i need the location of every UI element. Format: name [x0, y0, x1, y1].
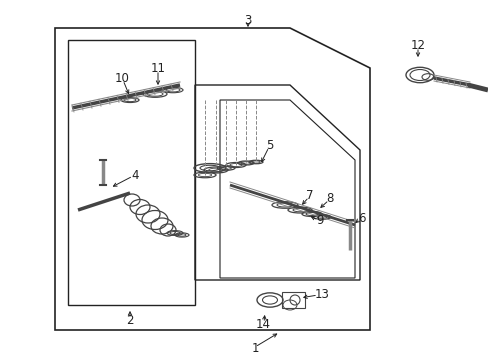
- Text: 8: 8: [325, 192, 333, 204]
- Text: 11: 11: [150, 62, 165, 75]
- Text: 12: 12: [409, 39, 425, 51]
- Text: 10: 10: [114, 72, 129, 85]
- Text: 7: 7: [305, 189, 313, 202]
- Text: 5: 5: [266, 139, 273, 152]
- Text: 4: 4: [131, 168, 139, 181]
- Text: 13: 13: [314, 288, 329, 302]
- Text: 14: 14: [255, 319, 270, 332]
- Text: 3: 3: [244, 14, 251, 27]
- Text: 6: 6: [358, 212, 365, 225]
- Text: 9: 9: [316, 213, 323, 226]
- Text: 1: 1: [251, 342, 258, 355]
- Text: 2: 2: [126, 314, 134, 327]
